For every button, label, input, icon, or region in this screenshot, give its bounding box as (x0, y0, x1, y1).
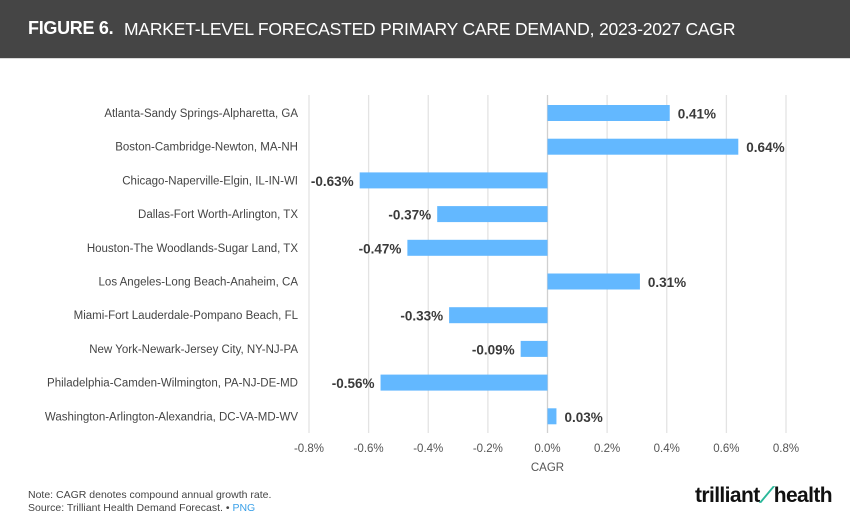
figure-label: FIGURE 6. (28, 18, 114, 38)
category-label: New York-Newark-Jersey City, NY-NJ-PA (89, 344, 298, 356)
swoosh-icon: ⟋ (759, 484, 775, 507)
png-link[interactable]: PNG (232, 502, 256, 514)
trilliant-health-logo: trilliant⟋health (695, 484, 833, 508)
bar (547, 105, 670, 121)
bar (449, 307, 548, 324)
category-label: Boston-Cambridge-Newton, MA-NH (115, 142, 298, 154)
bar (437, 206, 548, 223)
data-label: -0.09% (472, 342, 515, 357)
category-label: Philadelphia-Camden-Wilmington, PA-NJ-DE… (47, 378, 298, 390)
category-label: Houston-The Woodlands-Sugar Land, TX (87, 243, 299, 255)
data-label: 0.03% (564, 410, 602, 425)
x-axis-label: CAGR (531, 462, 564, 474)
logo-text-left: trilliant (695, 484, 760, 507)
data-label: 0.31% (648, 275, 686, 290)
category-label: Dallas-Fort Worth-Arlington, TX (138, 209, 298, 221)
bar (380, 374, 548, 391)
category-label: Miami-Fort Lauderdale-Pompano Beach, FL (74, 310, 299, 322)
data-label: -0.33% (400, 309, 443, 324)
figure-title: MARKET-LEVEL FORECASTED PRIMARY CARE DEM… (124, 19, 736, 39)
x-tick-label: -0.6% (354, 443, 384, 455)
data-label: -0.47% (359, 241, 402, 256)
x-tick-label: 0.4% (654, 443, 680, 455)
bar-chart: Atlanta-Sandy Springs-Alpharetta, GA Bost… (45, 95, 799, 474)
category-label: Chicago-Naperville-Elgin, IL-IN-WI (122, 175, 298, 187)
data-label: -0.63% (311, 174, 354, 189)
bar (547, 273, 640, 290)
note-text: Note: CAGR denotes compound annual growt… (28, 489, 272, 501)
bar (547, 138, 739, 155)
x-tick-label: -0.2% (473, 443, 503, 455)
separator: • (225, 502, 230, 514)
data-label: 0.41% (678, 107, 716, 122)
bar (547, 408, 557, 425)
figure-header: FIGURE 6. MARKET-LEVEL FORECASTED PRIMAR… (0, 0, 850, 59)
category-label: Atlanta-Sandy Springs-Alpharetta, GA (104, 108, 298, 120)
category-label: Washington-Arlington-Alexandria, DC-VA-M… (45, 411, 298, 423)
logo-text-right: health (773, 484, 833, 507)
x-tick-label: 0.2% (594, 443, 620, 455)
bar (359, 172, 548, 189)
x-tick-label: 0.8% (773, 443, 799, 455)
source-text: Source: Trilliant Health Demand Forecast… (28, 502, 223, 514)
data-label: -0.37% (388, 208, 431, 223)
source-line: Source: Trilliant Health Demand Forecast… (28, 502, 271, 515)
x-tick-label: -0.4% (413, 443, 443, 455)
bar (520, 340, 548, 357)
category-label: Los Angeles-Long Beach-Anaheim, CA (99, 277, 299, 289)
data-label: -0.56% (332, 376, 375, 391)
data-label: 0.64% (746, 140, 784, 155)
footnote: Note: CAGR denotes compound annual growt… (28, 489, 271, 515)
bar (407, 239, 548, 256)
x-tick-label: -0.8% (294, 443, 324, 455)
x-tick-label: 0.6% (713, 443, 739, 455)
x-tick-label: 0.0% (534, 443, 560, 455)
